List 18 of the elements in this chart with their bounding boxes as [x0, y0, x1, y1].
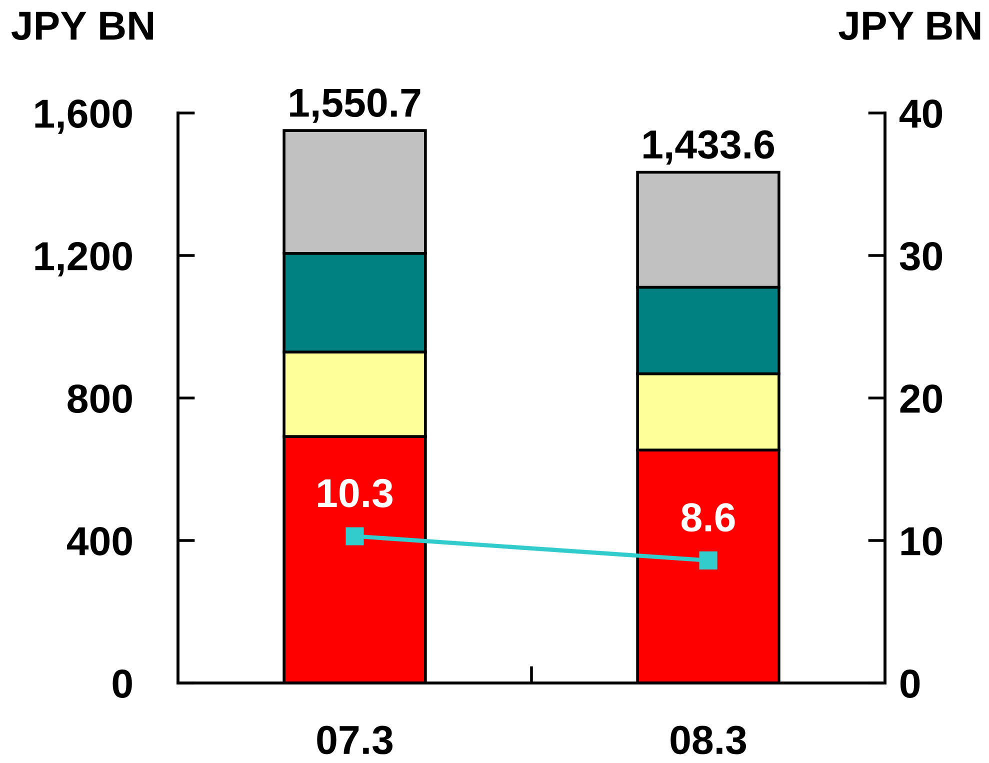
- y-tick-label: 0: [112, 669, 132, 698]
- y2-tick-label: 20: [900, 384, 942, 413]
- y-tick-label: 1,200: [35, 242, 132, 276]
- x-tick-label: 07.3: [317, 726, 392, 754]
- y2-tick-label: 40: [900, 99, 942, 128]
- y-tick-label: 800: [68, 384, 132, 413]
- y-tick-label: 400: [66, 526, 132, 556]
- data-label: 10.3: [318, 478, 392, 508]
- y2-tick-label: 0: [900, 669, 920, 698]
- total-label: 1,550.7: [290, 88, 420, 123]
- data-label: 8.6: [682, 503, 735, 532]
- y2-tick-label: 10: [901, 526, 942, 556]
- y-tick-label: 1,600: [35, 99, 132, 134]
- x-tick-label: 08.3: [670, 726, 746, 754]
- y2-tick-label: 30: [900, 242, 942, 271]
- total-label: 1,433.6: [644, 130, 774, 165]
- y-axis-title: JPY BN: [11, 12, 153, 40]
- y2-axis-title: JPY BN: [838, 12, 980, 40]
